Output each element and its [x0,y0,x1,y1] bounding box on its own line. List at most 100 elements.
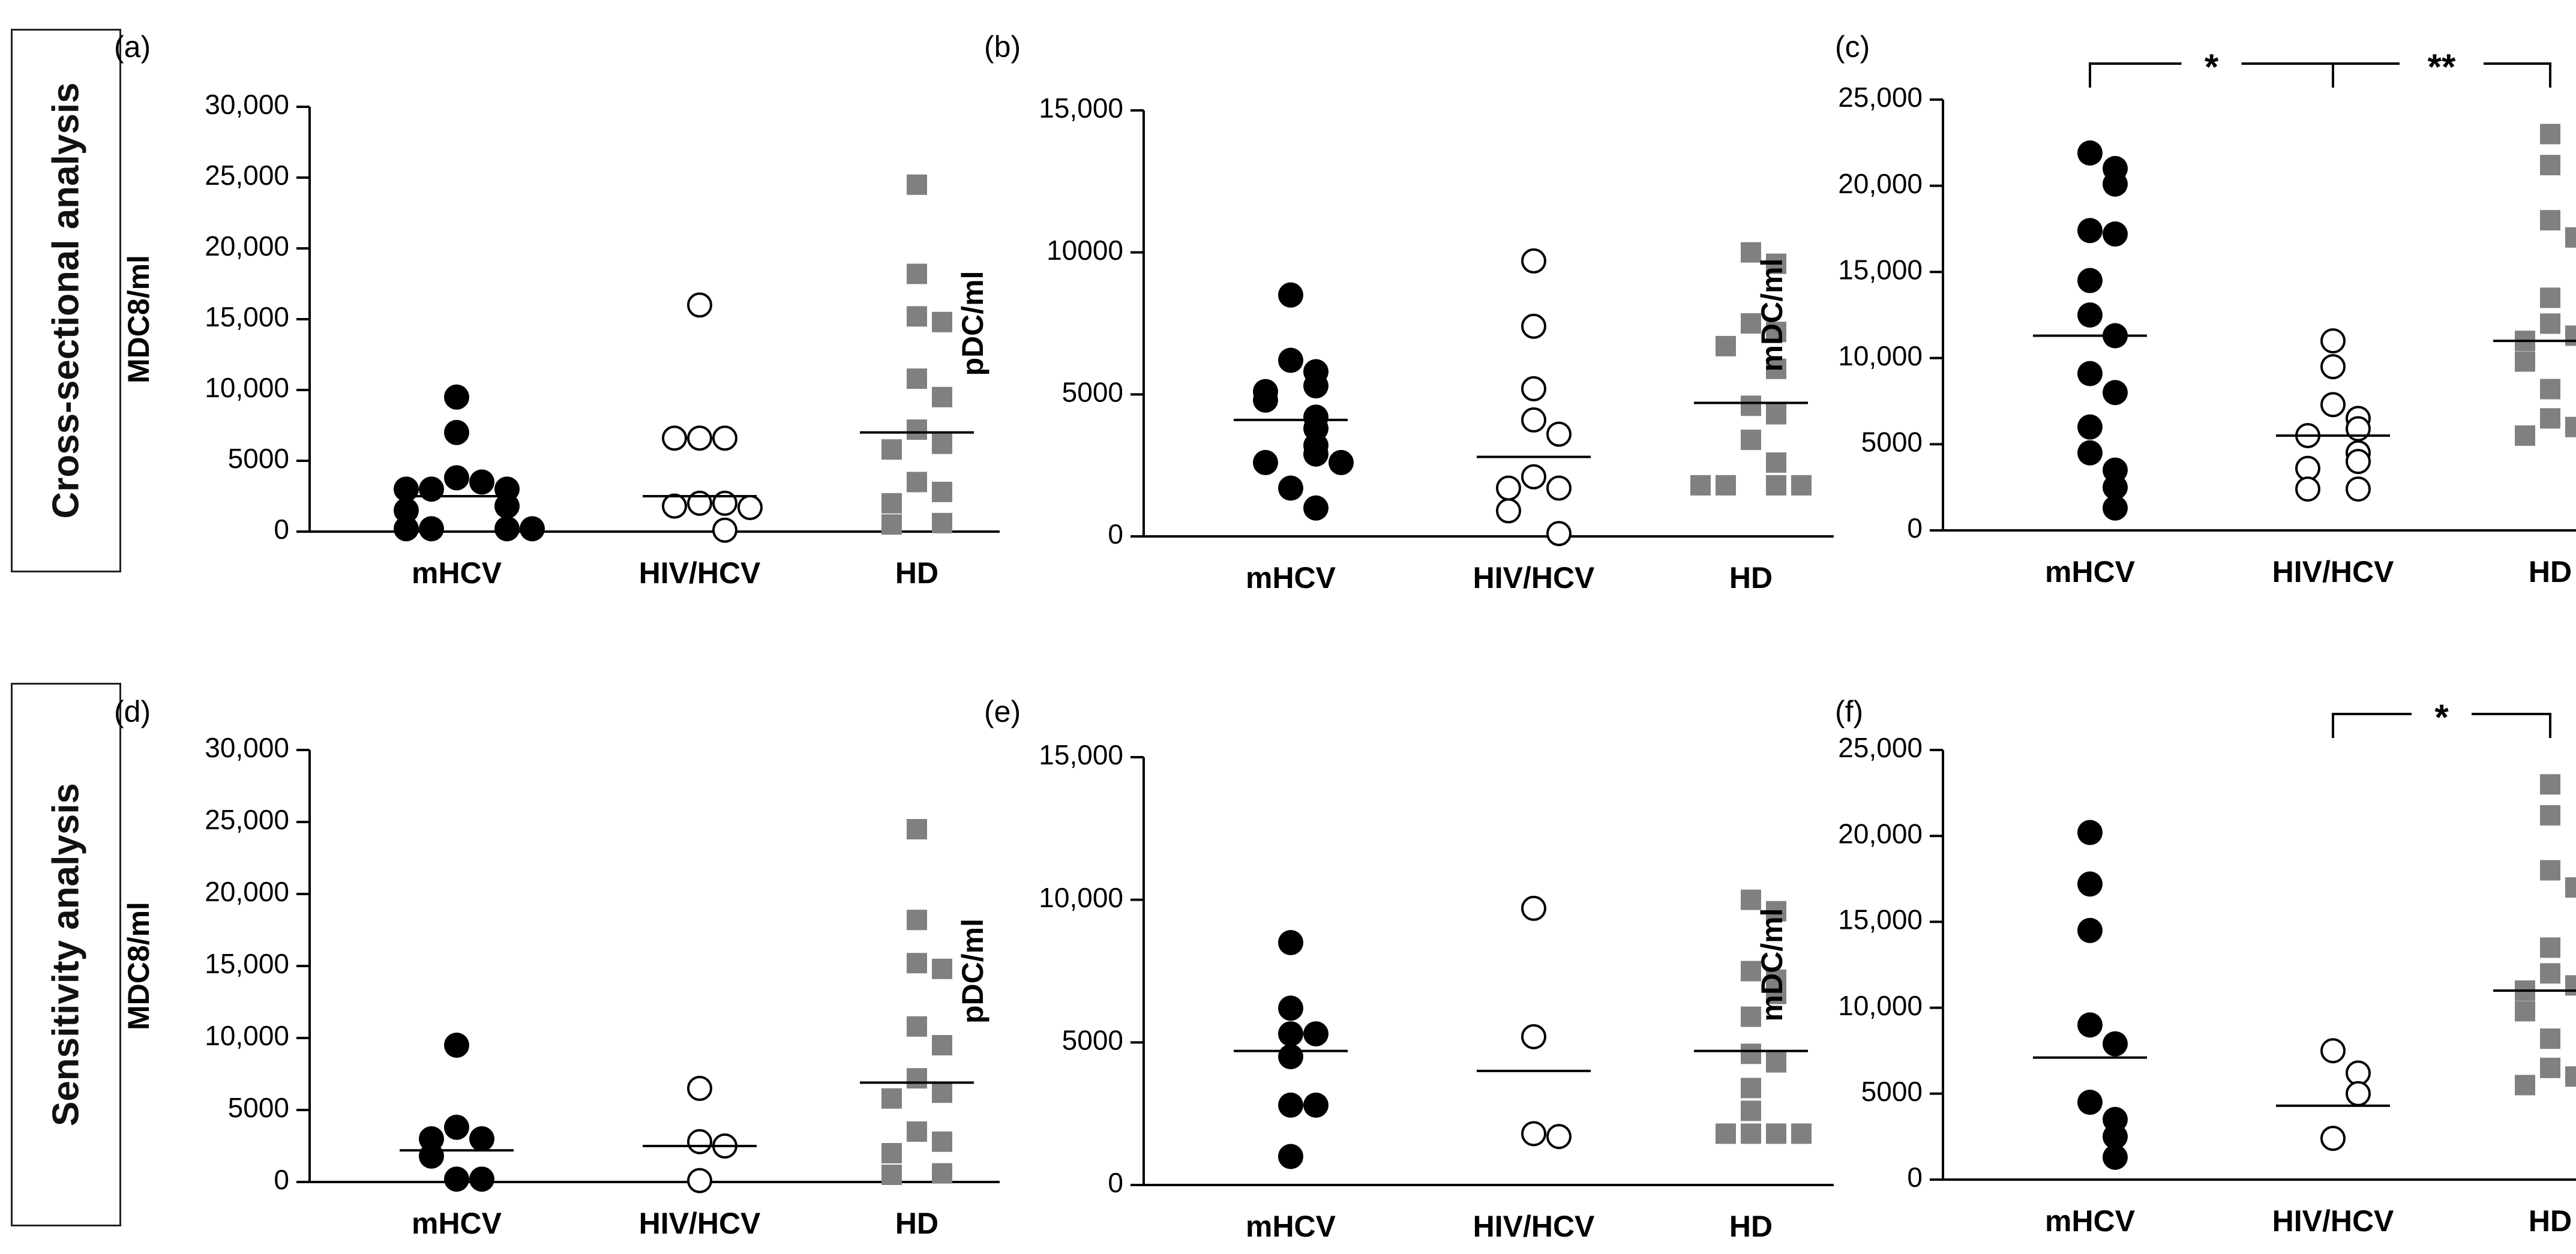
y-axis-title: pDC/ml [956,919,989,1024]
y-tick-label: 20,000 [205,876,289,907]
data-point [1741,430,1761,451]
data-point [2103,1031,2128,1057]
data-point [1766,1123,1786,1144]
x-tick-label: HD [1729,1210,1773,1243]
y-tick-label: 25,000 [205,160,289,191]
data-point [419,516,444,542]
data-point [2320,354,2346,380]
data-point [881,1088,902,1109]
data-point [2103,495,2128,521]
data-point [1791,1123,1812,1144]
data-point [1741,1100,1761,1121]
data-point [881,439,902,460]
data-point [469,1126,494,1151]
data-point [1766,452,1786,473]
data-point [687,1168,712,1193]
data-point [1546,421,1572,447]
y-tick-label: 30,000 [205,89,289,120]
data-point [2540,124,2560,145]
y-tick-label: 5000 [1062,376,1123,407]
data-point [1741,395,1761,416]
data-point [907,174,927,195]
data-point [1303,441,1329,467]
significance-label: ** [2428,47,2456,87]
y-tick-label: 5000 [228,1092,289,1123]
data-point [1741,1078,1761,1099]
significance-bracket [2484,62,2551,88]
y-tick-label: 25,000 [1838,732,1923,763]
data-point [2540,155,2560,176]
y-tick-label: 0 [1907,512,1923,544]
data-point [2103,380,2128,406]
data-point [932,433,952,454]
data-point [881,514,902,535]
data-point [2077,361,2103,386]
x-tick-label: HIV/HCV [2272,1204,2394,1238]
data-point [2077,820,2103,845]
data-point [932,512,952,533]
y-tick-label: 10,000 [1039,882,1123,913]
data-point [1766,1052,1786,1073]
data-point [1741,242,1761,263]
data-point [1303,1092,1329,1118]
y-tick-label: 10,000 [1838,990,1923,1021]
panel-d: (d) 0 5000 10,000 15,000 20,000 25,000 30,000 MD… [114,695,1000,1240]
y-tick-label: 25,000 [205,804,289,835]
data-point [1716,335,1736,356]
data-point [2346,476,2371,502]
data-point [1766,901,1786,922]
panel-b: (b) 0 5000 10000 15,000 pDC/ml mHCV HIV/HCV HD [956,30,1834,595]
data-point [907,953,927,974]
data-point [2320,1038,2346,1064]
x-tick-label: mHCV [2045,555,2136,589]
data-point [1278,475,1303,501]
data-point [2565,975,2576,996]
data-point [1496,498,1521,524]
data-point [2540,774,2560,795]
data-point [2077,268,2103,293]
data-point [932,1082,952,1103]
data-point [2295,455,2320,481]
significance-bracket [2332,713,2412,738]
panel-label: (b) [984,30,1021,64]
row-label-box-top: Cross-sectional analysis [11,29,121,572]
x-tick-label: mHCV [412,1207,502,1240]
y-tick-label: 20,000 [1838,168,1923,199]
data-point [687,490,712,516]
data-point [907,910,927,931]
y-tick-label: 5000 [228,443,289,474]
data-point [2077,917,2103,943]
data-point [2540,1028,2560,1049]
data-point [712,490,737,516]
data-point [1741,1043,1761,1064]
data-point [2103,457,2128,483]
data-point [907,819,927,839]
data-point [1716,1123,1736,1144]
y-tick-label: 15,000 [205,301,289,332]
data-point [1546,475,1572,501]
y-tick-label: 25,000 [1838,82,1923,113]
x-tick-label: HIV/HCV [639,1207,761,1240]
significance-bracket [2241,62,2334,88]
x-tick-label: mHCV [412,556,502,590]
data-point [1278,282,1303,308]
data-point [907,368,927,389]
panel-label: (a) [114,30,151,64]
data-point [2565,227,2576,248]
x-tick-label: HD [1729,561,1773,595]
y-axis-title: MDC8/ml [122,255,155,383]
panel-e: (e) 0 5000 10,000 15,000 pDC/ml mHCV HIV/HCV HD [956,695,1834,1243]
data-point [444,419,469,445]
data-point [394,516,419,542]
y-tick-label: 10000 [1046,235,1123,266]
data-point [932,311,952,332]
data-point [1496,475,1521,501]
y-tick-label: 0 [1108,518,1123,550]
data-point [2077,302,2103,328]
y-tick-label: 0 [274,514,289,545]
data-point [932,386,952,407]
data-point [2103,1124,2128,1150]
significance-bracket [2332,62,2400,88]
y-tick-label: 15,000 [1838,904,1923,935]
data-point [2077,140,2103,166]
